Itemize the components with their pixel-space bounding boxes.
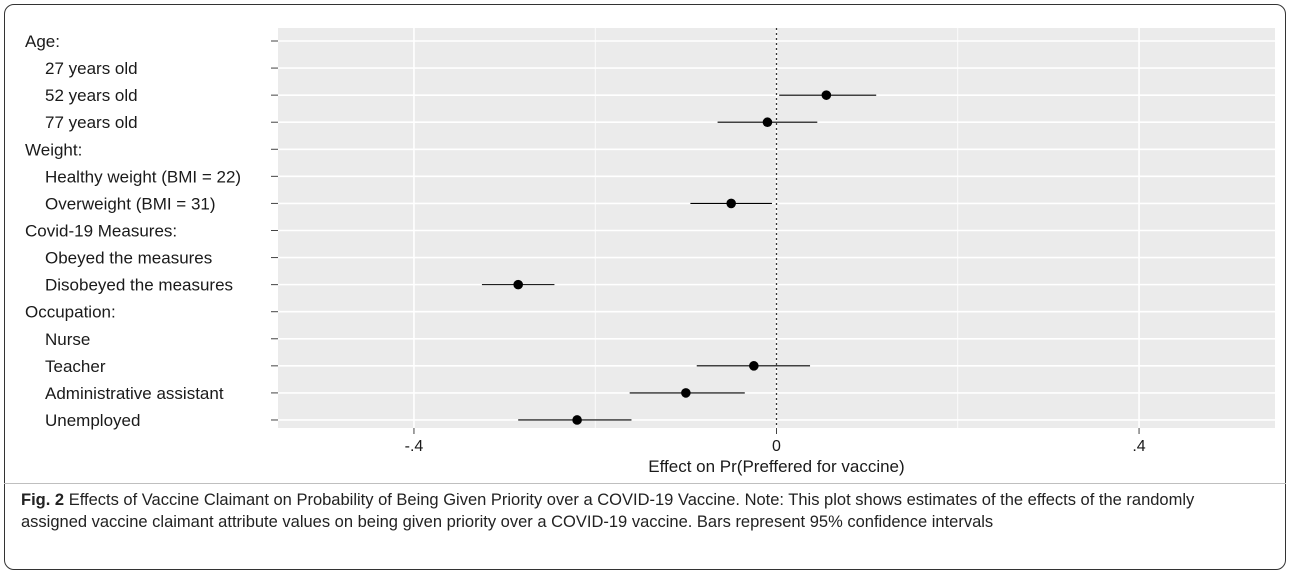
x-axis-ticks: -.4 0 .4 [405,428,1146,455]
caption-separator [4,483,1286,484]
row-label: Obeyed the measures [45,249,212,268]
y-axis-ticks [271,40,278,421]
estimate-point [513,279,523,290]
row-group-label: Occupation: [25,303,116,322]
estimate-point [821,90,832,100]
figure-caption: Fig. 2 Effects of Vaccine Claimant on Pr… [21,489,1261,533]
estimate-point [762,117,773,128]
x-tick-label: -.4 [405,438,424,455]
row-label: Overweight (BMI = 31) [45,194,216,213]
row-group-label: Weight: [25,140,82,159]
row-label: Nurse [45,330,90,349]
coefficient-plot: Age: 27 years old 52 years old 77 years old… [25,28,1275,476]
figure-number: Fig. 2 [21,491,65,509]
estimate-point [749,361,759,371]
y-axis-labels: Age: 27 years old 52 years old 77 years old… [25,32,241,430]
estimate-point [572,415,582,425]
row-group-label: Age: [25,32,60,51]
caption-text: Effects of Vaccine Claimant on Probabili… [21,491,1195,531]
estimate-point [681,388,691,398]
row-group-label: Covid-19 Measures: [25,221,177,240]
row-label: 52 years old [45,86,138,105]
row-label: Unemployed [45,411,140,430]
estimate-marks [481,90,877,425]
row-label: 77 years old [45,113,138,132]
row-label: Administrative assistant [45,384,224,403]
estimate-point [726,198,736,209]
x-tick-label: .4 [1132,438,1145,455]
x-axis-label: Effect on Pr(Preffered for vaccine) [648,457,904,476]
x-tick-label: 0 [772,438,781,455]
row-label: 27 years old [45,59,138,78]
row-label: Healthy weight (BMI = 22) [45,167,241,186]
row-label: Disobeyed the measures [45,276,233,295]
row-label: Teacher [45,357,106,376]
